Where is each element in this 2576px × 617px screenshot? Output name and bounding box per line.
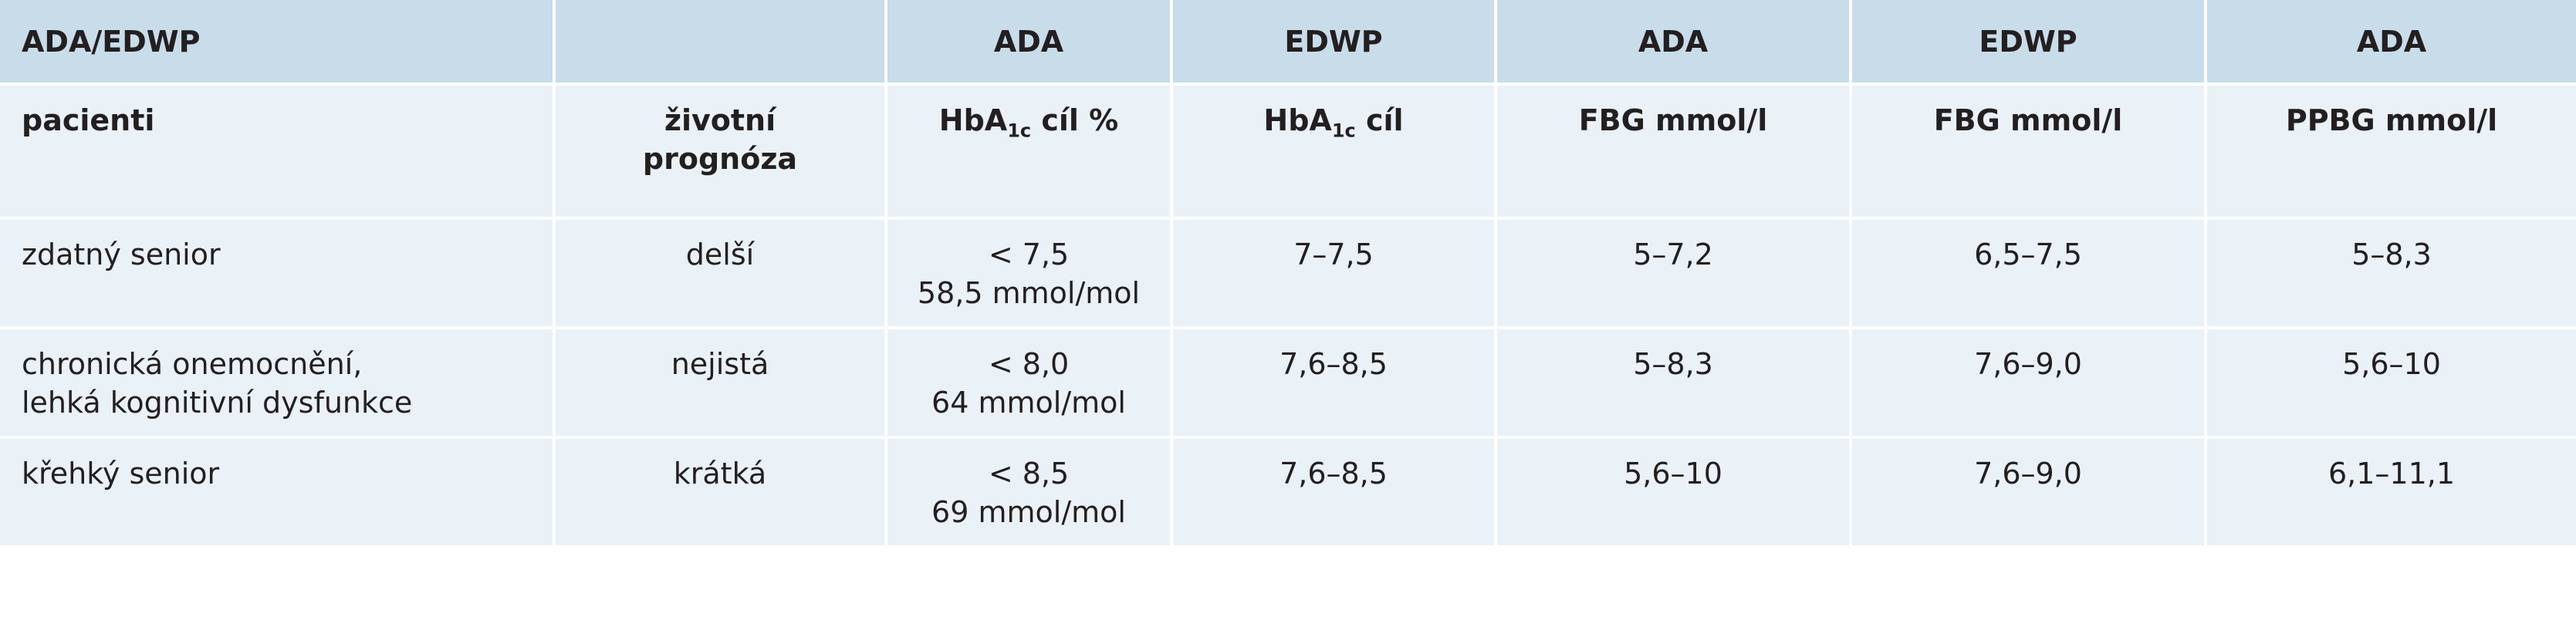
cell-hba1c-edwp: 7,6–8,5 <box>1171 437 1497 548</box>
subheader-prognosis: životní prognóza <box>554 84 887 220</box>
cell-patients-line2: lehká kognitivní dysfunkce <box>22 386 413 420</box>
cell-fbg-edwp: 6,5–7,5 <box>1851 218 2207 329</box>
cell-patients: chronická onemocnění, lehká kognitivní d… <box>0 328 556 439</box>
cell-patients: křehký senior <box>0 437 556 548</box>
table-header-row: ADA/EDWP ADA EDWP ADA EDWP ADA <box>0 0 2576 86</box>
header-cell-ada: ADA <box>1496 0 1852 86</box>
cell-ppbg-ada: 6,1–11,1 <box>2206 437 2576 548</box>
cell-hba1c-percent: < 8,0 <box>988 347 1070 381</box>
subheader-ppbg-ada: PPBG mmol/l <box>2206 84 2576 220</box>
cell-hba1c-mmol: 58,5 mmol/mol <box>917 276 1141 310</box>
cell-prognosis: krátká <box>554 437 887 548</box>
subheader-patients: pacienti <box>0 84 556 220</box>
table-row: křehký senior krátká < 8,5 69 mmol/mol 7… <box>0 437 2576 548</box>
hba1c-subscript: 1c <box>1331 120 1356 142</box>
cell-hba1c-mmol: 64 mmol/mol <box>931 386 1126 420</box>
cell-hba1c-ada: < 8,5 69 mmol/mol <box>886 437 1173 548</box>
cell-hba1c-ada: < 7,5 58,5 mmol/mol <box>886 218 1173 329</box>
cell-patients: zdatný senior <box>0 218 556 329</box>
subheader-prognosis-line2: prognóza <box>642 142 798 176</box>
cell-prognosis: nejistá <box>554 328 887 439</box>
cell-patients-line1: chronická onemocnění, <box>22 347 363 381</box>
cell-ppbg-ada: 5–8,3 <box>2206 218 2576 329</box>
cell-hba1c-ada: < 8,0 64 mmol/mol <box>886 328 1173 439</box>
subheader-hba1c-edwp: HbA1c cíl <box>1171 84 1497 220</box>
header-cell-ada: ADA <box>886 0 1173 86</box>
cell-fbg-ada: 5–7,2 <box>1496 218 1852 329</box>
cell-ppbg-ada: 5,6–10 <box>2206 328 2576 439</box>
table-subheader-row: pacienti životní prognóza HbA1c cíl % Hb… <box>0 84 2576 220</box>
header-cell-edwp: EDWP <box>1851 0 2207 86</box>
cell-fbg-edwp: 7,6–9,0 <box>1851 437 2207 548</box>
hba1c-suffix: cíl <box>1355 103 1404 137</box>
cell-hba1c-mmol: 69 mmol/mol <box>931 495 1126 529</box>
header-cell-edwp: EDWP <box>1171 0 1497 86</box>
header-cell-guideline: ADA/EDWP <box>0 0 556 86</box>
hba1c-suffix: cíl % <box>1031 103 1119 137</box>
cell-fbg-ada: 5–8,3 <box>1496 328 1852 439</box>
header-cell-empty <box>554 0 887 86</box>
subheader-hba1c-ada: HbA1c cíl % <box>886 84 1173 220</box>
header-cell-ada: ADA <box>2206 0 2576 86</box>
hba1c-prefix: HbA <box>1263 103 1332 137</box>
hba1c-prefix: HbA <box>938 103 1008 137</box>
hba1c-subscript: 1c <box>1007 120 1032 142</box>
cell-hba1c-percent: < 8,5 <box>988 457 1070 491</box>
subheader-fbg-edwp: FBG mmol/l <box>1851 84 2207 220</box>
subheader-prognosis-line1: životní <box>664 103 776 137</box>
cell-hba1c-edwp: 7–7,5 <box>1171 218 1497 329</box>
cell-fbg-ada: 5,6–10 <box>1496 437 1852 548</box>
cell-hba1c-edwp: 7,6–8,5 <box>1171 328 1497 439</box>
cell-hba1c-percent: < 7,5 <box>988 238 1070 271</box>
glycemic-targets-table: ADA/EDWP ADA EDWP ADA EDWP ADA pacienti … <box>0 0 2576 548</box>
cell-fbg-edwp: 7,6–9,0 <box>1851 328 2207 439</box>
table-row: chronická onemocnění, lehká kognitivní d… <box>0 328 2576 439</box>
cell-prognosis: delší <box>554 218 887 329</box>
table-row: zdatný senior delší < 7,5 58,5 mmol/mol … <box>0 218 2576 329</box>
subheader-fbg-ada: FBG mmol/l <box>1496 84 1852 220</box>
